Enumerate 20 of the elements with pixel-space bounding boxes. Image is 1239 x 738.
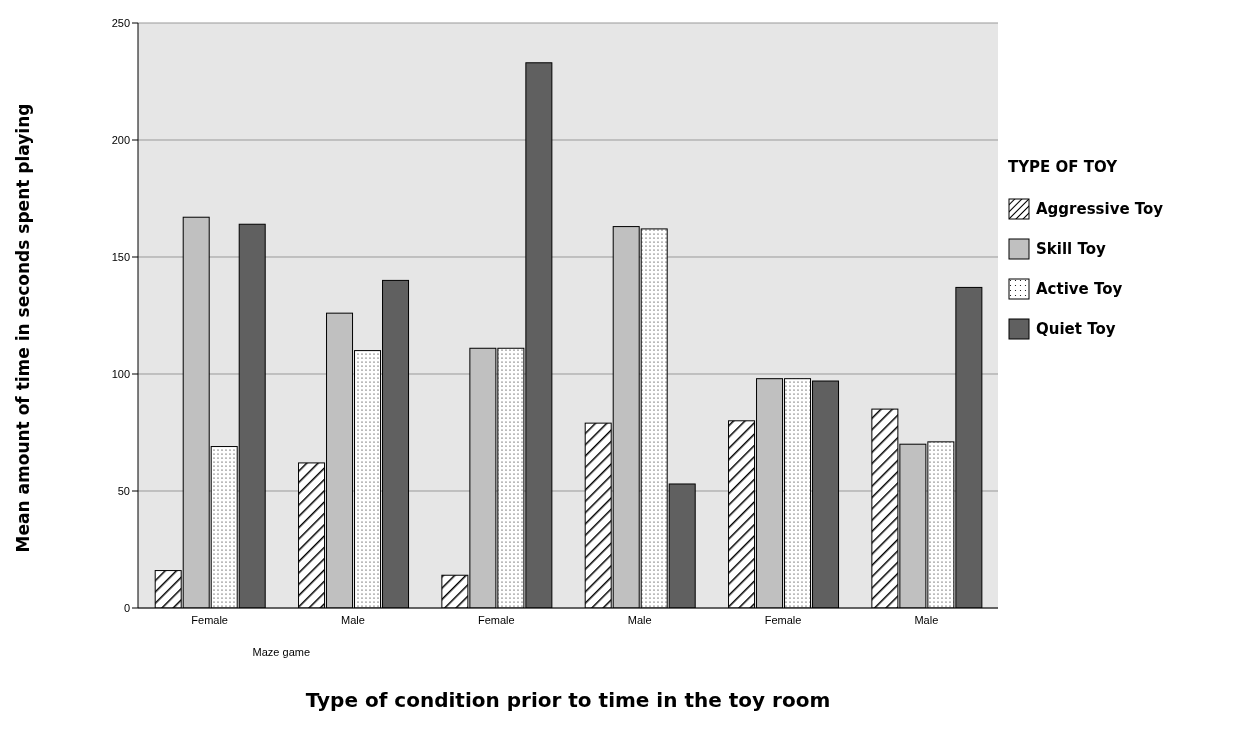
x-tick-label: Female (764, 613, 802, 626)
x-axis-title: Type of condition prior to time in the toy room (304, 688, 832, 712)
y-tick-label: 250 (111, 16, 130, 29)
x-tick-label: Male (627, 613, 652, 626)
y-tick-label: 200 (111, 133, 130, 146)
legend-label: Quiet Toy (1036, 320, 1116, 338)
y-tick-label: 0 (123, 601, 130, 614)
x-tick-label: Male (341, 613, 365, 626)
x-tick-label: Female (477, 613, 515, 626)
legend-label: Active Toy (1036, 280, 1123, 298)
x-tick-label: Male (914, 613, 939, 626)
y-tick-label: 100 (111, 367, 130, 380)
legend-title: TYPE OF TOY (1008, 158, 1119, 176)
legend-label: Skill Toy (1036, 240, 1106, 258)
legend-label: Aggressive Toy (1036, 200, 1164, 218)
x-tick-label: Female (191, 613, 229, 626)
text: Maze game (251, 646, 312, 658)
y-tick-label: 150 (111, 250, 130, 263)
y-axis-title: Mean amount of time in seconds spent playing (13, 103, 34, 553)
y-tick-label: 50 (117, 484, 130, 497)
